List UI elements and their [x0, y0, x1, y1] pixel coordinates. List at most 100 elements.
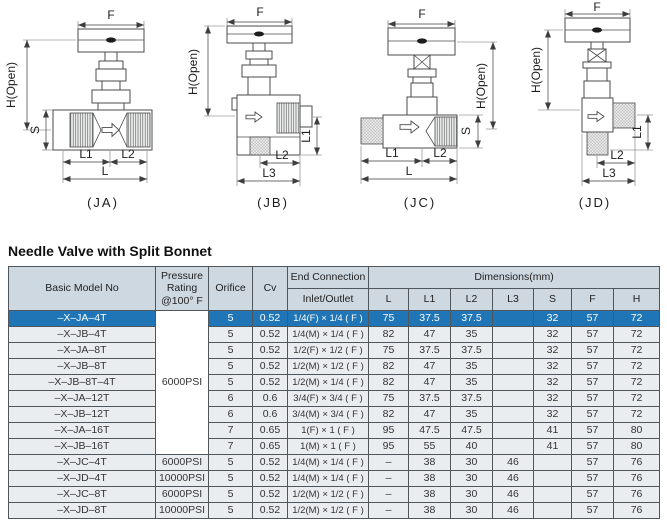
dim-label-h: H(Open) — [474, 63, 488, 109]
cell-dim-l1: 47 — [408, 374, 451, 391]
table-row: –X–JD–8T 10000PSI 5 0.52 1/2(M) × 1/2 ( F ) –… — [8, 502, 661, 519]
valve-handle — [387, 27, 456, 56]
cell-cv: 0.52 — [252, 358, 288, 375]
cell-dim-h: 76 — [612, 486, 661, 503]
table-row: –X–JA–16T 7 0.65 1(F) × 1 ( F ) 95 47.5 47.5 41… — [8, 422, 661, 439]
cell-dim-l1: 38 — [408, 470, 451, 487]
cell-connection: 1/2(M) × 1/4 ( F ) — [287, 374, 369, 391]
valve-stem — [406, 54, 438, 116]
table-row: –X–JC–4T 6000PSI 5 0.52 1/4(M) × 1/4 ( F ) –3… — [8, 454, 661, 471]
dimension-l2-l3: L2 L3 — [236, 148, 301, 186]
cell-dim-f: 57 — [571, 438, 614, 455]
cell-dim-l2: 30 — [450, 470, 493, 487]
dim-label-f: F — [107, 8, 114, 22]
cell-dim-s — [533, 454, 572, 471]
dim-label-l2: L2 — [121, 147, 135, 161]
valve-diagram-jb: F — [186, 5, 322, 210]
dim-label-f: F — [593, 0, 600, 14]
cell-model: –X–JB–8T — [8, 358, 156, 375]
cell-dim-l: 75 — [368, 390, 409, 407]
cell-cv: 0.6 — [252, 406, 288, 423]
valve-body — [360, 114, 458, 149]
cell-orifice: 5 — [208, 342, 253, 359]
col-header-l1: L1 — [408, 288, 451, 311]
dim-label-f: F — [256, 5, 263, 19]
cell-connection: 1/2(M) × 1/2 ( F ) — [287, 486, 369, 503]
cell-dim-f: 57 — [571, 390, 614, 407]
cell-dim-s: 32 — [533, 374, 572, 391]
body-tab — [231, 97, 238, 111]
cell-pressure-group: 6000PSI — [155, 310, 209, 455]
cell-orifice: 6 — [208, 406, 253, 423]
cell-dim-l2: 47.5 — [450, 422, 493, 439]
thread-stipple-bottom — [586, 131, 609, 156]
cell-cv: 0.65 — [252, 422, 288, 439]
cell-dim-l3 — [492, 326, 534, 343]
dim-label-l1: L1 — [385, 146, 399, 160]
cell-dim-l3 — [492, 406, 534, 423]
cell-dim-s: 32 — [533, 310, 572, 327]
cell-dim-l1: 47 — [408, 406, 451, 423]
dimension-f: F — [226, 5, 293, 26]
cell-dim-l3 — [492, 374, 534, 391]
cell-cv: 0.6 — [252, 390, 288, 407]
cell-orifice: 6 — [208, 390, 253, 407]
table-row: –X–JB–8T 5 0.52 1/2(M) × 1/2 ( F ) 82 47 35 32 5… — [8, 358, 661, 375]
cell-dim-f: 57 — [571, 358, 614, 375]
dimension-f: F — [77, 8, 145, 29]
cell-model: –X–JC–8T — [8, 486, 156, 503]
dim-label-l3: L3 — [262, 166, 276, 180]
valve-handle — [564, 17, 631, 43]
cell-dim-f: 57 — [571, 326, 614, 343]
cell-dim-l3: 46 — [492, 486, 534, 503]
dim-label-l1: L1 — [79, 147, 93, 161]
cell-orifice: 5 — [208, 310, 253, 327]
cell-dim-l: – — [368, 470, 409, 487]
dimension-f: F — [564, 0, 631, 17]
cell-orifice: 7 — [208, 422, 253, 439]
col-header-orifice: Orifice — [208, 266, 253, 311]
dim-label-h: H(Open) — [529, 47, 543, 93]
cell-dim-l2: 37.5 — [450, 310, 493, 327]
stem-cross-detail — [587, 48, 607, 63]
cell-dim-l3 — [492, 342, 534, 359]
cell-dim-l: 82 — [368, 374, 409, 391]
cell-dim-h: 76 — [612, 502, 661, 519]
diagram-caption: (JA) — [87, 195, 119, 210]
cell-dim-f: 57 — [571, 406, 614, 423]
cell-orifice: 5 — [208, 326, 253, 343]
cell-model: –X–JB–8T–4T — [8, 374, 156, 391]
cell-dim-h: 72 — [612, 390, 661, 407]
cell-pressure: 6000PSI — [155, 486, 209, 503]
cell-dim-s: 32 — [533, 342, 572, 359]
cell-dim-l1: 47.5 — [408, 422, 451, 439]
table-row: –X–JA–8T 5 0.52 1/2(F) × 1/2 ( F ) 75 37.5 37.… — [8, 342, 661, 359]
diagram-caption: (JD) — [579, 195, 612, 210]
cell-connection: 1/2(M) × 1/2 ( F ) — [287, 358, 369, 375]
cell-connection: 1/4(M) × 1/4 ( F ) — [287, 326, 369, 343]
valve-diagram-jd: F — [529, 0, 653, 210]
flow-arrow-icon — [399, 120, 420, 134]
cell-pressure: 6000PSI — [155, 454, 209, 471]
stem-cross-detail — [413, 54, 431, 70]
cell-dim-s: 32 — [533, 326, 572, 343]
valve-stem — [241, 42, 277, 96]
cell-dim-s: 41 — [533, 438, 572, 455]
thread-stipple-bottom — [249, 136, 271, 156]
diagram-caption: (JC) — [404, 195, 437, 210]
valve-handle — [77, 28, 145, 53]
cell-dim-l3: 46 — [492, 470, 534, 487]
cell-dim-l3 — [492, 310, 534, 327]
cell-pressure: 10000PSI — [155, 502, 209, 519]
cell-dim-h: 80 — [612, 422, 661, 439]
cell-dim-f: 57 — [571, 486, 614, 503]
dim-label-f: F — [418, 7, 425, 21]
spec-table-body: –X–JA–4T 6000PSI 5 0.52 1/4(F) × 1/4 ( F ) 75… — [8, 310, 661, 519]
cell-dim-s: 32 — [533, 358, 572, 375]
valve-handle — [226, 25, 293, 44]
cell-dim-l: – — [368, 454, 409, 471]
cell-dim-h: 76 — [612, 454, 661, 471]
cell-orifice: 5 — [208, 486, 253, 503]
cell-dim-l: – — [368, 486, 409, 503]
